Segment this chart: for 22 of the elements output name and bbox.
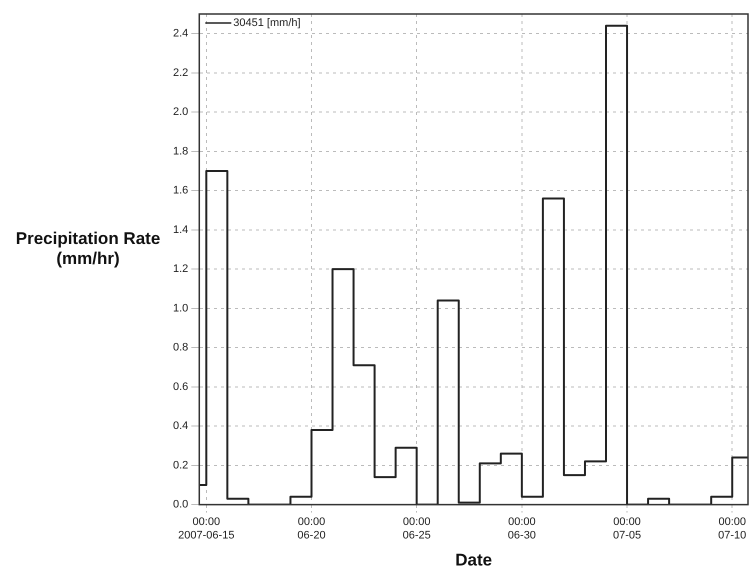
y-tick-label: 0.4 — [172, 420, 188, 432]
y-tick-label: 0.2 — [172, 459, 188, 472]
x-tick-label: 00:00 07-10 — [718, 516, 746, 542]
y-tick-label: 2.4 — [172, 28, 188, 40]
y-tick-label: 1.2 — [172, 263, 188, 276]
x-tick-label: 00:00 06-20 — [297, 516, 326, 542]
x-tick-label: 00:00 06-25 — [402, 516, 431, 542]
x-axis-title: Date — [455, 550, 492, 570]
y-tick-label: 2.0 — [172, 106, 188, 118]
x-tick-label: 00:00 07-05 — [612, 516, 642, 542]
y-tick-label: 1.6 — [172, 184, 188, 197]
y-tick-label: 0.0 — [172, 498, 188, 511]
y-tick-label: 1.4 — [172, 224, 188, 236]
y-tick-label: 2.2 — [172, 66, 188, 79]
y-tick-label: 0.6 — [172, 380, 188, 393]
y-axis-title: Precipitation Rate (mm/hr) — [16, 228, 160, 268]
x-tick-label: 00:00 2007-06-15 — [178, 516, 234, 542]
legend-label: 30451 [mm/h] — [233, 17, 301, 30]
x-tick-label: 00:00 06-30 — [508, 516, 536, 542]
y-tick-label: 0.8 — [172, 342, 188, 354]
y-tick-label: 1.8 — [172, 145, 188, 158]
y-tick-label: 1.0 — [172, 302, 188, 314]
